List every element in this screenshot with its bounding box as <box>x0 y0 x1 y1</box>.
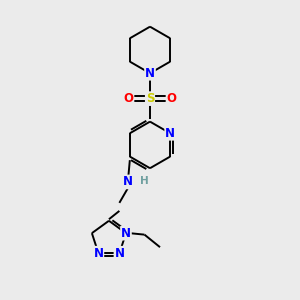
Text: N: N <box>145 67 155 80</box>
Text: O: O <box>124 92 134 105</box>
Text: N: N <box>123 176 133 188</box>
Text: N: N <box>115 247 124 260</box>
Text: N: N <box>165 127 175 140</box>
Text: S: S <box>146 92 154 105</box>
Text: N: N <box>93 247 103 260</box>
Text: O: O <box>167 92 176 105</box>
Text: N: N <box>121 227 131 240</box>
Text: H: H <box>140 176 148 186</box>
